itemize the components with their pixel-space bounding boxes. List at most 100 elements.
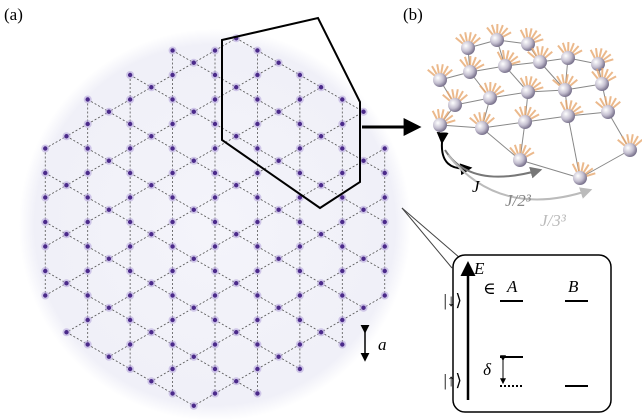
- bond: [66, 172, 88, 186]
- atom: [170, 219, 175, 225]
- bond: [214, 380, 237, 394]
- bond: [151, 319, 173, 333]
- spin-bond: [524, 115, 569, 123]
- atom: [127, 219, 133, 225]
- bond: [214, 270, 237, 284]
- atom: [255, 342, 260, 347]
- bond: [342, 307, 364, 321]
- bond: [87, 258, 110, 272]
- atom: [255, 72, 260, 78]
- bond: [278, 148, 301, 162]
- bond: [257, 148, 279, 162]
- bond: [129, 74, 152, 88]
- atom: [127, 342, 133, 347]
- atom: [340, 293, 345, 298]
- atom: [255, 146, 260, 151]
- bond: [151, 368, 173, 382]
- bond: [108, 344, 131, 358]
- spin-sphere: [518, 115, 532, 129]
- bond: [236, 74, 258, 88]
- hexagon-outline: [221, 16, 361, 210]
- inset-box: [452, 254, 612, 413]
- spin-sphere: [498, 59, 512, 73]
- atom: [64, 232, 69, 237]
- atom: [106, 207, 112, 212]
- atom: [191, 60, 196, 65]
- bond: [214, 282, 237, 296]
- atom: [85, 342, 90, 347]
- atom: [85, 219, 90, 225]
- bond: [236, 282, 258, 296]
- bond: [129, 86, 152, 100]
- atom: [170, 293, 175, 298]
- bond: [108, 209, 131, 223]
- bond: [172, 148, 194, 162]
- spin-sphere: [573, 171, 587, 185]
- bond: [129, 172, 152, 186]
- atom: [255, 366, 260, 372]
- atom: [85, 293, 90, 298]
- atom: [191, 354, 196, 359]
- atom: [255, 170, 260, 176]
- bond: [257, 111, 279, 125]
- bond: [278, 99, 301, 113]
- spin-sphere: [601, 105, 615, 119]
- atom: [85, 170, 90, 176]
- bond: [342, 197, 364, 211]
- atom: [340, 342, 345, 347]
- atom: [43, 268, 48, 274]
- bond: [45, 184, 67, 198]
- bond: [66, 135, 88, 149]
- spin-sphere: [623, 143, 637, 157]
- atom: [255, 317, 260, 323]
- atom: [340, 146, 345, 151]
- energy-label: E: [473, 259, 485, 278]
- atom: [382, 244, 387, 249]
- bond: [299, 331, 322, 345]
- bond: [45, 135, 67, 149]
- bond: [129, 319, 152, 333]
- atom: [255, 121, 260, 127]
- detuning-label: δ: [483, 360, 492, 379]
- atom: [149, 281, 154, 286]
- atom: [127, 366, 133, 372]
- bond: [299, 86, 322, 100]
- bond: [193, 295, 216, 309]
- state-label: |↑⟩: [443, 371, 462, 390]
- bond: [257, 258, 279, 272]
- atom: [149, 85, 154, 90]
- bond: [236, 270, 258, 284]
- spin-sphere: [561, 109, 575, 123]
- atom: [43, 293, 48, 298]
- bond: [320, 123, 343, 137]
- atom: [212, 170, 218, 176]
- atom: [170, 72, 175, 78]
- coupling-label: J: [472, 177, 481, 196]
- atom: [106, 109, 112, 114]
- atom: [127, 146, 133, 151]
- bond: [363, 148, 385, 162]
- bond: [214, 319, 237, 333]
- atom: [297, 244, 303, 249]
- bond: [193, 307, 216, 321]
- atom: [64, 330, 69, 335]
- bond: [172, 307, 194, 321]
- atom: [170, 97, 175, 102]
- bond: [151, 74, 173, 88]
- atom: [127, 317, 133, 323]
- bond: [45, 270, 67, 284]
- atom: [297, 121, 303, 127]
- atom: [255, 48, 260, 53]
- bond: [193, 356, 216, 370]
- bond: [87, 209, 110, 223]
- atom: [234, 183, 239, 188]
- bond: [236, 184, 258, 198]
- bond: [172, 62, 194, 76]
- atom: [318, 134, 324, 139]
- atom: [212, 72, 218, 78]
- spin-sphere: [475, 121, 489, 135]
- bond: [172, 344, 194, 358]
- atom: [127, 293, 133, 298]
- bond: [45, 282, 67, 296]
- panel-label: (b): [403, 5, 423, 24]
